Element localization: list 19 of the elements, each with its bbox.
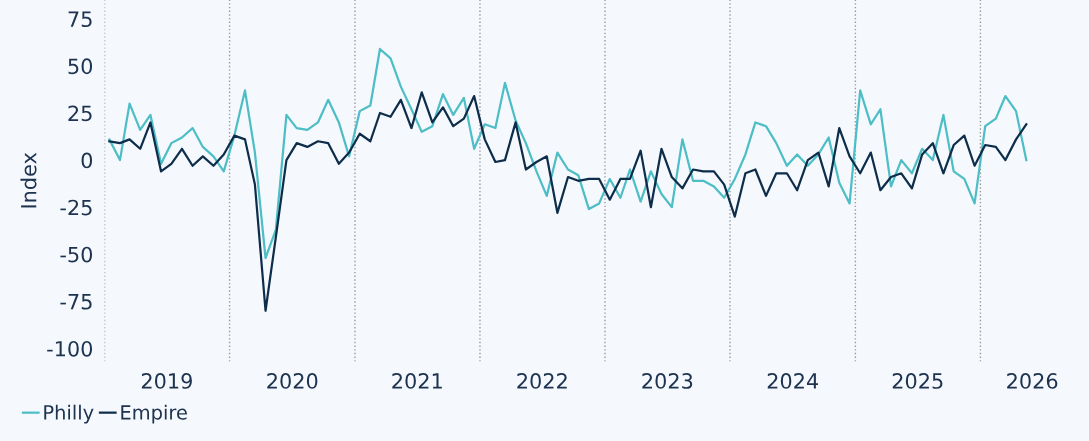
- x-tick-label: 2020: [267, 373, 318, 389]
- y-tick-label: 0: [81, 152, 93, 169]
- x-tick-label: 2025: [892, 373, 943, 389]
- y-tick-label: -100: [47, 340, 93, 357]
- y-tick-label: -75: [60, 294, 92, 310]
- x-tick-label: 2021: [392, 373, 442, 389]
- y-tick-label: -25: [60, 199, 92, 216]
- legend-label: Empire: [121, 404, 187, 424]
- x-tick-label: 2022: [517, 373, 567, 389]
- legend-label: Philly: [44, 404, 94, 424]
- x-tick-label: 2026: [1007, 373, 1058, 389]
- y-tick-label: 75: [68, 11, 92, 28]
- x-tick-label: 2024: [767, 373, 819, 389]
- y-tick-label: 50: [68, 58, 93, 75]
- x-tick-label: 2023: [642, 373, 693, 389]
- y-axis-title: Index: [20, 152, 37, 208]
- x-tick-label: 2019: [141, 373, 192, 389]
- y-tick-label: 25: [68, 105, 92, 122]
- y-tick-label: -50: [60, 246, 93, 263]
